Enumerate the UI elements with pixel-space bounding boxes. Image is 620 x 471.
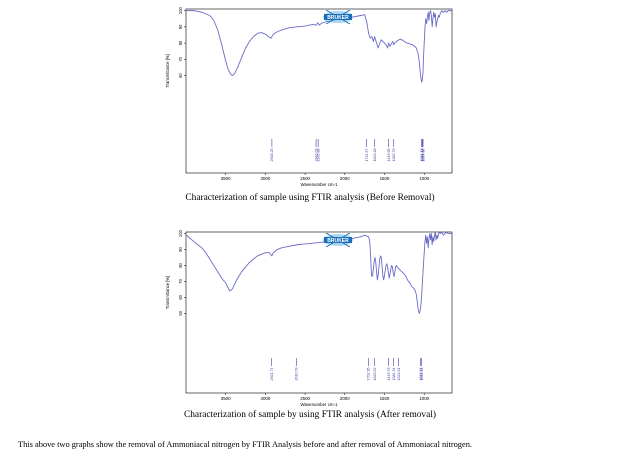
ftir-chart-after: Transmittance [%] 50 60 70 80 90 100 3500 3000 25… — [162, 228, 462, 408]
x-tick-label: 1500 — [380, 396, 390, 401]
bruker-logo-icon: BRUKER — [323, 10, 353, 24]
peak-label: 1024.14 — [421, 149, 425, 162]
y-tick-label: 100 — [178, 6, 183, 14]
peak-label: 1321.61 — [397, 368, 401, 381]
plot-frame — [185, 231, 453, 394]
x-tick-label: 2000 — [340, 176, 350, 181]
y-tick-label: 80 — [178, 262, 183, 267]
peak-label: 2610.78 — [295, 368, 299, 381]
peak-label: 1449.75 — [387, 368, 391, 381]
summary-paragraph: This above two graphs show the removal o… — [18, 440, 472, 449]
y-tick-label: 90 — [178, 247, 183, 252]
plot-frame — [185, 8, 453, 174]
x-tick-label: 3000 — [261, 176, 271, 181]
ftir-chart-after-svg: Transmittance [%] 50 60 70 80 90 100 3500 3000 25… — [165, 229, 453, 407]
x-axis-label: Wavenumber cm-1 — [301, 182, 338, 187]
x-tick-label: 3500 — [221, 396, 231, 401]
peak-label: 1034.42 — [420, 368, 424, 381]
peak-label: 1014.80 — [421, 149, 425, 162]
ftir-chart-before-svg: Transmittance [%] 60 70 80 90 100 3500 3000 2500… — [165, 6, 453, 187]
x-tick-label: 3500 — [221, 176, 231, 181]
y-tick-label: 50 — [178, 310, 183, 315]
caption-before-removal: Characterization of sample using FTIR an… — [185, 193, 435, 203]
y-tick-label: 60 — [178, 73, 183, 78]
x-tick-label: 2000 — [340, 396, 350, 401]
peak-label: 2362.09 — [314, 149, 318, 162]
ftir-chart-before: Transmittance [%] 60 70 80 90 100 3500 3000 2500… — [162, 5, 462, 188]
peak-label: 1045.94 — [419, 368, 423, 381]
bruker-logo-icon: BRUKER — [323, 233, 353, 247]
caption-after-removal: Characterization of sample by using FTIR… — [183, 410, 436, 420]
y-tick-label: 90 — [178, 24, 183, 29]
peak-label: 2335.88 — [316, 149, 320, 162]
y-tick-label: 60 — [178, 294, 183, 299]
x-tick-label: 1000 — [419, 396, 429, 401]
y-tick-label: 70 — [178, 56, 183, 61]
peak-label: 1383.78 — [392, 149, 396, 162]
spectrum-line — [186, 10, 452, 83]
peak-label: 1384.34 — [392, 368, 396, 381]
peak-label: 1724.57 — [365, 149, 369, 162]
peak-label: 1449.95 — [387, 149, 391, 162]
peak-label: 1623.52 — [373, 368, 377, 381]
y-tick-label: 70 — [178, 278, 183, 283]
y-axis-label: Transmittance [%] — [165, 54, 170, 88]
x-tick-label: 2500 — [300, 176, 310, 181]
y-tick-label: 100 — [178, 229, 183, 237]
y-tick-label: 80 — [178, 40, 183, 45]
x-tick-label: 2500 — [300, 396, 310, 401]
peak-label: 2921.74 — [270, 368, 274, 381]
peak-label: 1032.19 — [420, 149, 424, 162]
bruker-logo-text: BRUKER — [327, 15, 349, 21]
x-tick-label: 1000 — [419, 176, 429, 181]
peak-label: 1702.95 — [367, 368, 371, 381]
x-tick-label: 3000 — [261, 396, 271, 401]
x-axis-label: Wavenumber cm-1 — [301, 402, 338, 407]
y-axis-label: Transmittance [%] — [165, 276, 170, 310]
peak-label: 2918.25 — [270, 149, 274, 162]
spectrum-line — [186, 231, 452, 314]
bruker-logo-text: BRUKER — [327, 238, 349, 244]
peak-label: 1623.28 — [373, 149, 377, 162]
x-tick-label: 1500 — [380, 176, 390, 181]
